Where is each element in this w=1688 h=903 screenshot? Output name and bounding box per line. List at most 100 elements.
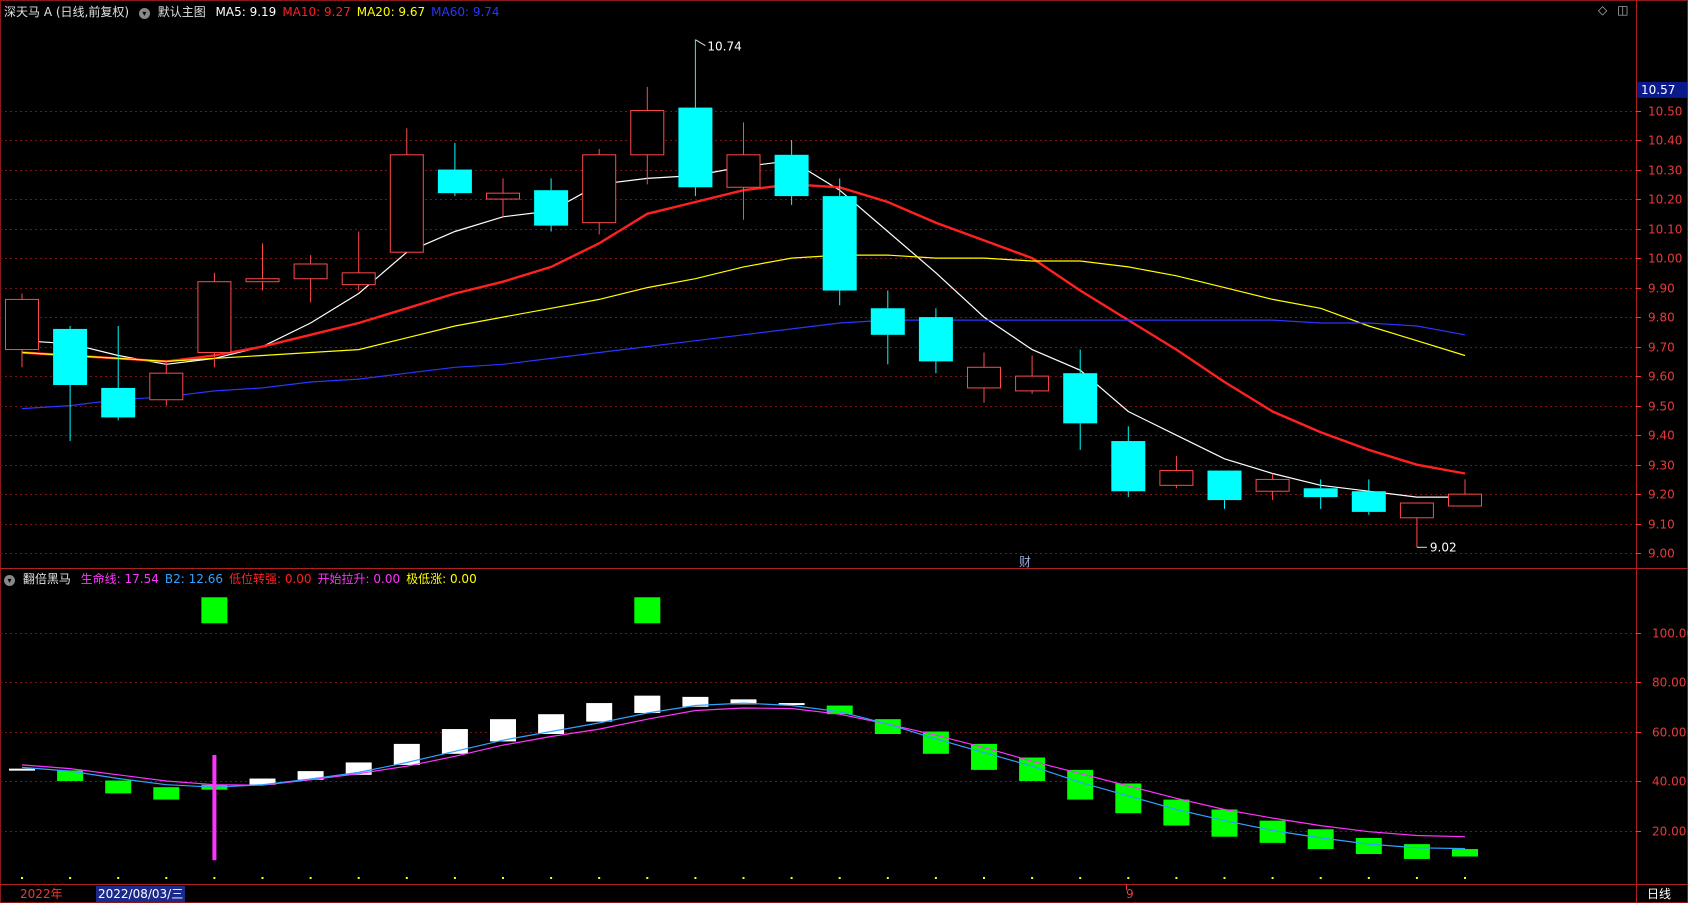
candle-body [149,372,184,401]
baseline-dot [550,877,553,879]
y-tick-label: 9.90 [1648,282,1675,296]
event-marker: 财 [1019,555,1031,569]
y-tick-label: 10.10 [1648,223,1682,237]
ma-legend-item: MA10: 9.27 [282,5,351,19]
candle-body [678,107,713,188]
indicator-bar [538,714,565,734]
indicator-bar [1452,849,1478,857]
low-price-label: 9.02 [1430,540,1457,554]
window-controls: ◇ ◫ [1598,3,1628,17]
candle-body [1448,493,1482,507]
indicator-legend: 生命线: 17.54 B2: 12.66 低位转强: 0.00 开始拉升: 0.00 极… [81,572,483,586]
ma-legend-item: MA60: 9.74 [431,5,500,19]
baseline-dot [165,877,168,879]
layout-icon[interactable]: ◫ [1617,3,1629,17]
period-button[interactable]: 日线 [1647,887,1672,901]
candle-body [1255,478,1290,492]
footer-date[interactable]: 2022/08/03/三 [96,886,186,902]
ma-line-ma20 [21,254,1466,363]
candle-body [293,263,328,280]
indicator-legend-item: 低位转强: 0.00 [228,572,312,586]
ma-legend: MA5: 9.19 MA10: 9.27 MA20: 9.67 MA60: 9.74 [216,5,506,19]
y-tick-label: 10.20 [1648,193,1682,207]
baseline-dot [502,877,504,879]
chevron-down-icon[interactable]: ▾ [4,575,15,586]
y-tick-label: 10.50 [1648,105,1682,119]
baseline-dot [646,877,649,879]
diamond-icon[interactable]: ◇ [1598,3,1608,17]
candle-body [726,154,761,188]
baseline-dot [357,877,360,879]
y-tick-label: 10.40 [1648,134,1682,148]
indicator-bar [778,703,805,706]
y-tick-label: 9.70 [1648,341,1675,355]
baseline-dot [934,877,937,879]
candle-body [101,387,136,418]
baseline-dot [1319,877,1322,879]
indicator-bar [57,770,84,782]
main-chart-label[interactable]: 默认主图 [157,5,206,19]
y-tick-label: 9.40 [1648,429,1675,443]
y-tick-label: 9.80 [1648,311,1675,325]
candle-body [437,169,472,194]
indicator-bar [1163,799,1190,826]
y-tick-label: 9.00 [1648,547,1675,561]
baseline-dot [694,877,697,879]
candle-body [1207,470,1242,501]
baseline-dot [1271,877,1274,879]
indicator-legend-item: B2: 12.66 [164,572,223,586]
indicator-legend-item: 极低涨: 0.00 [406,572,477,586]
high-marker-arrow [695,39,706,47]
baseline-dot [838,877,841,879]
indicator-header: ▾ 翻倍黑马 生命线: 17.54 B2: 12.66 低位转强: 0.00 开始拉升… [4,570,489,588]
candle-body [774,154,809,197]
baseline-dot [117,877,120,879]
candle-body [870,308,905,335]
indicator-bar [1307,829,1334,850]
main-chart-header: 深天马 A (日线,前复权) ▾ 默认主图 MA5: 9.19 MA10: 9.2… [4,3,512,21]
indicator-name[interactable]: 翻倍黑马 [22,572,71,586]
candle-body [630,110,665,156]
signal-square [201,597,228,624]
indicator-line [21,702,1466,850]
chevron-down-icon[interactable]: ▾ [138,8,150,19]
indicator-bar [153,787,180,800]
y-tick-label: 40.00 [1652,775,1686,789]
candle-body [1351,491,1386,512]
baseline-dot [21,877,23,879]
indicator-bar [9,768,35,771]
baseline-dot [1415,877,1418,879]
indicator-bar [682,696,709,707]
indicator-bar [1259,820,1286,843]
ma-legend-item: MA20: 9.67 [356,5,426,19]
baseline-dot [1367,877,1370,879]
candle-body [967,366,1001,389]
candle-body [918,317,953,362]
candle-body [486,192,520,200]
baseline-dot [1175,877,1178,879]
candle-body [389,154,424,253]
indicator-bar [730,699,757,705]
footer-year: 2022年 [20,887,63,901]
y-tick-label: 100.00 [1652,627,1688,641]
candle-body [822,196,857,291]
stock-title[interactable]: 深天马 A (日线,前复权) [4,5,130,19]
indicator-bar [1403,844,1430,859]
baseline-dot [405,877,408,879]
indicator-legend-item: 生命线: 17.54 [80,572,159,586]
baseline-dot [261,877,264,879]
baseline-dot [1079,877,1082,879]
indicator-bar [1211,809,1238,837]
y-tick-label: 9.10 [1648,518,1675,532]
indicator-bar [105,780,132,794]
candle-body [53,328,88,385]
indicator-bar [1355,837,1382,855]
candle-body [197,281,232,354]
indicator-bar [393,743,420,765]
baseline-dot [309,877,312,879]
signal-square [634,597,661,624]
indicator-bar [826,705,853,715]
candle-body [5,298,39,351]
